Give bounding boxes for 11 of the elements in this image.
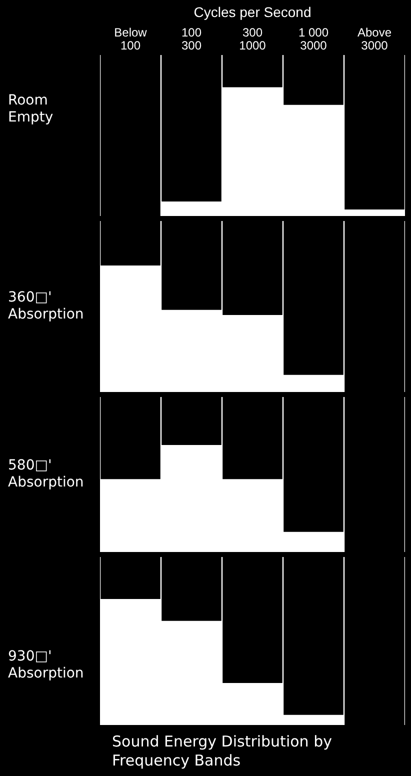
text: Sound Energy Distribution by Frequency Bands (112, 732, 337, 770)
x-tick-label: 1 000 3000 (298, 26, 329, 52)
x-tick-label: 100 300 (181, 26, 202, 52)
y-axis-title: 930□' Absorption (8, 648, 84, 682)
x-tick-label: Below 100 (114, 26, 148, 52)
y-axis-title: 580□' Absorption (8, 458, 84, 490)
x-tick-label: Above 3000 (357, 26, 392, 52)
x-axis-title: Cycles per Second (194, 4, 312, 20)
x-tick-label: 300 1000 (239, 26, 266, 52)
y-axis-title: 360□' Absorption (8, 290, 84, 322)
y-axis-title: Room Empty (8, 92, 54, 126)
